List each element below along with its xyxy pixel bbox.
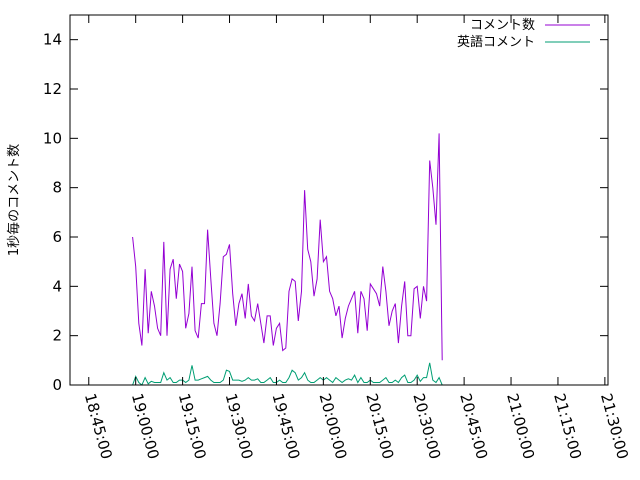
y-tick-label: 6 (52, 228, 62, 246)
y-axis-title: 1秒毎のコメント数 (6, 144, 22, 256)
y-tick-label: 0 (52, 376, 62, 394)
x-tick-label: 20:15:00 (362, 391, 397, 461)
y-tick-label: 14 (43, 31, 62, 49)
label-layer: 0 2 4 6 8 10 12 14 18:45:00 19:00:00 19:15:00 19:30… (43, 31, 632, 461)
x-tick-label: 19:15:00 (175, 391, 210, 461)
series-line-1 (132, 362, 443, 386)
y-tick-label: 10 (43, 129, 62, 147)
x-tick-label: 18:45:00 (81, 391, 116, 461)
x-tick-label: 19:30:00 (222, 391, 257, 461)
legend-label-1: 英語コメント (457, 34, 535, 50)
y-tick-label: 4 (52, 277, 62, 295)
x-tick-label: 20:00:00 (316, 391, 351, 461)
x-tick-label: 19:45:00 (269, 391, 304, 461)
y-tick-label: 12 (43, 80, 62, 98)
legend-label-0: コメント数 (470, 18, 535, 33)
x-tick-label: 20:30:00 (409, 391, 444, 461)
x-tick-label: 21:00:00 (503, 391, 538, 461)
tick-layer (70, 15, 608, 386)
x-tick-label: 20:45:00 (456, 391, 491, 461)
series-layer (132, 133, 443, 386)
y-tick-label: 8 (52, 179, 62, 197)
x-tick-label: 19:00:00 (128, 391, 163, 461)
x-tick-label: 21:30:00 (597, 391, 632, 461)
y-tick-label: 2 (52, 327, 62, 345)
x-tick-label: 21:15:00 (550, 391, 585, 461)
plot-frame (69, 14, 609, 386)
series-line-0 (132, 133, 443, 361)
